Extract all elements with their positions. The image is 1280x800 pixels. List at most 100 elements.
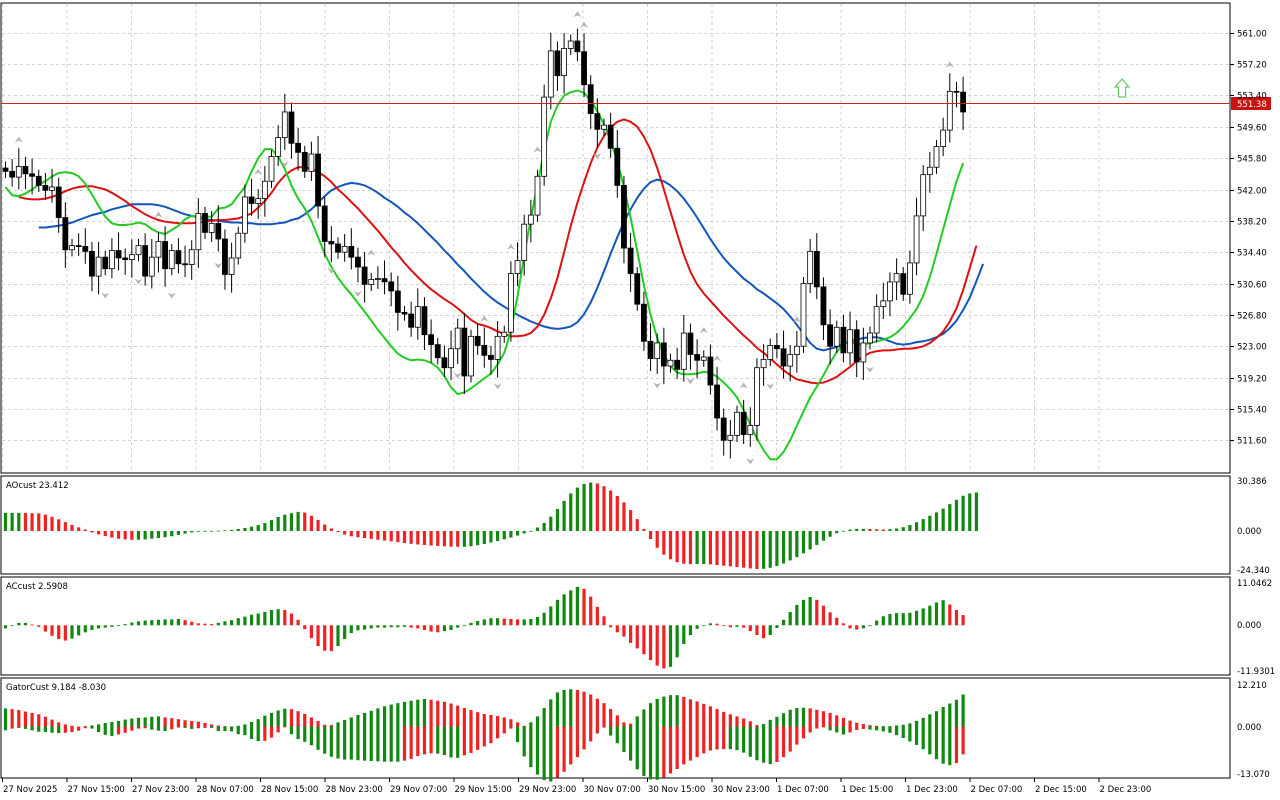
gator-upper-bar: [629, 723, 633, 727]
ao-bar: [901, 527, 905, 531]
ao-bar: [23, 513, 28, 531]
ao-bar: [136, 530, 141, 540]
gator-lower-bar: [369, 726, 373, 761]
gator-upper-bar: [476, 712, 480, 727]
gator-upper-bar: [269, 712, 274, 727]
gator-upper-bar: [768, 719, 772, 727]
time-tick-label: 2 Dec 23:00: [1100, 785, 1152, 795]
gator-upper-bar: [243, 724, 247, 727]
ac-bar: [921, 608, 925, 626]
gator-upper-bar: [675, 695, 679, 727]
gator-upper-bar: [190, 720, 194, 727]
gator-upper-bar: [396, 703, 400, 727]
ac-bar: [77, 625, 81, 636]
gator-histogram: [3, 689, 965, 782]
ao-bar: [269, 520, 274, 531]
ac-bar: [230, 620, 234, 626]
bull-candle: [727, 434, 734, 441]
bull-candle: [747, 425, 754, 435]
gator-lower-bar: [688, 726, 693, 761]
ac-pane[interactable]: [0, 576, 1231, 676]
bull-candle: [541, 96, 548, 177]
bear-candle: [29, 173, 36, 177]
ao-bar: [196, 530, 200, 532]
gator-upper-bar: [17, 710, 21, 727]
time-tick-label: 27 Nov 2025: [3, 785, 57, 795]
ao-bar: [702, 530, 706, 565]
ac-bar: [283, 609, 287, 626]
bear-candle: [674, 359, 681, 370]
ac-bar: [123, 624, 127, 626]
gator-upper-bar: [136, 717, 141, 727]
gator-upper-bar: [901, 724, 905, 727]
bull-candle: [494, 335, 501, 360]
gator-lower-bar: [835, 726, 839, 733]
fractal-up-icon: [699, 327, 708, 334]
ao-bar: [376, 530, 380, 540]
bull-candle: [933, 146, 940, 168]
ac-bar: [130, 622, 134, 626]
gator-pane[interactable]: [0, 677, 1231, 779]
gator-upper-bar: [456, 705, 460, 727]
bear-candle: [853, 329, 860, 363]
ao-bar: [422, 530, 427, 545]
gator-lower-bar: [409, 726, 413, 759]
bear-candle: [335, 243, 341, 253]
bull-candle: [454, 327, 461, 350]
fractal-down-icon: [653, 382, 662, 389]
gator-upper-bar: [609, 709, 613, 727]
ac-bar: [595, 606, 599, 626]
current-price-label: 551.38: [1237, 100, 1267, 110]
gator-upper-bar: [762, 724, 766, 727]
bear-candle: [348, 246, 355, 258]
gator-upper-bar: [555, 692, 560, 727]
gator-lower-bar: [43, 726, 47, 733]
bear-candle: [62, 217, 69, 251]
fractal-down-icon: [134, 278, 143, 285]
gator-upper-bar: [582, 691, 586, 727]
gator-upper-bar: [489, 715, 493, 727]
gator-upper-bar: [183, 720, 187, 727]
ao-bar: [609, 490, 613, 531]
gator-upper-bar: [921, 717, 925, 727]
time-tick-label: 2 Dec 07:00: [971, 785, 1023, 795]
gator-lower-bar: [249, 726, 254, 740]
ao-bar: [243, 528, 247, 531]
gator-lower-bar: [502, 726, 506, 734]
candles[interactable]: [2, 28, 966, 459]
price-tick-label: 561.00: [1237, 30, 1267, 40]
ao-pane[interactable]: [0, 475, 1231, 575]
gator-lower-bar: [416, 726, 420, 757]
gator-upper-bar: [409, 700, 413, 727]
gator-lower-bar: [136, 726, 141, 729]
ao-histogram: [3, 482, 978, 569]
gator-lower-bar: [695, 726, 699, 758]
bull-candle: [308, 153, 315, 172]
ac-bar: [914, 610, 919, 626]
ac-bar: [788, 611, 792, 626]
gator-lower-bar: [449, 726, 453, 758]
ao-bar: [249, 526, 254, 531]
bear-candle: [627, 247, 634, 275]
gator-upper-bar: [535, 716, 540, 727]
gator-upper-bar: [116, 720, 121, 727]
price-pane[interactable]: [0, 2, 1231, 474]
gator-upper-bar: [283, 708, 287, 727]
gator-upper-bar: [263, 715, 267, 727]
price-tick-label: 542.00: [1237, 187, 1267, 197]
gator-lower-bar: [542, 726, 546, 781]
ac-bar: [529, 619, 533, 626]
bear-candle: [488, 354, 494, 360]
ao-bar: [788, 530, 792, 561]
ao-bar: [449, 530, 453, 547]
gator-upper-bar: [821, 711, 826, 727]
bull-candle: [787, 354, 794, 367]
fractal-up-icon: [573, 11, 582, 18]
ao-bar: [363, 530, 367, 539]
gator-upper-bar: [589, 694, 593, 727]
ac-bar: [163, 619, 167, 626]
ao-bar: [755, 530, 759, 569]
gator-lower-bar: [702, 726, 706, 754]
bear-candle: [694, 354, 700, 361]
fractal-down-icon: [593, 153, 602, 160]
